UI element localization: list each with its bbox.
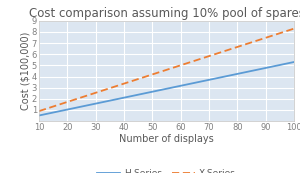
H-Series: [252, 69, 256, 71]
H-Series: [292, 61, 296, 63]
Y-axis label: Cost ($100,000): Cost ($100,000): [20, 32, 30, 110]
H-Series: [188, 83, 192, 85]
X-Series: [193, 60, 197, 62]
X-Series: [37, 110, 41, 112]
X-Series: [188, 61, 192, 63]
H-Series: [193, 82, 197, 84]
H-Series: [189, 83, 193, 85]
X-Series: [252, 40, 256, 43]
X-Series: [268, 35, 272, 37]
Legend: H-Series, X-Series: H-Series, X-Series: [94, 166, 239, 173]
X-Series: [189, 61, 193, 63]
X-Series: [38, 110, 42, 112]
Line: H-Series: H-Series: [39, 62, 294, 116]
Title: Cost comparison assuming 10% pool of spares: Cost comparison assuming 10% pool of spa…: [28, 7, 300, 20]
Line: X-Series: X-Series: [39, 29, 294, 111]
H-Series: [37, 115, 41, 117]
H-Series: [38, 114, 42, 116]
X-axis label: Number of displays: Number of displays: [119, 134, 214, 144]
X-Series: [292, 28, 296, 30]
H-Series: [268, 66, 272, 68]
